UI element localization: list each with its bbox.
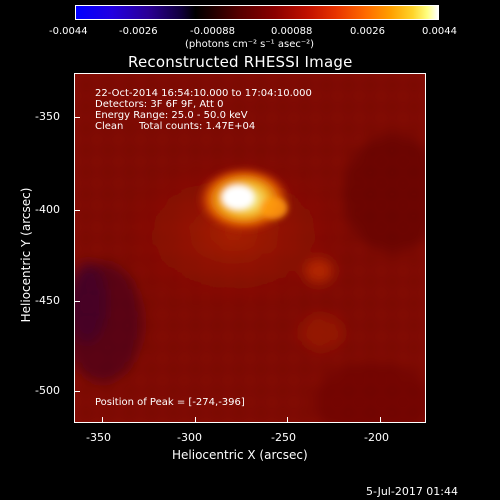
y-tick-label: -350 <box>35 110 60 123</box>
rhessi-image: 22-Oct-2014 16:54:10.000 to 17:04:10.000… <box>74 73 426 423</box>
colorbar-tick-6: 0.0044 <box>422 26 457 37</box>
peak-position-text: Position of Peak = [-274,-396] <box>95 397 245 408</box>
energy-range-text: Energy Range: 25.0 - 50.0 keV <box>95 110 248 121</box>
x-tick-label: -350 <box>86 431 111 444</box>
y-axis-label: Heliocentric Y (arcsec) <box>19 187 33 323</box>
rhessi-map <box>75 74 425 422</box>
time-range-text: 22-Oct-2014 16:54:10.000 to 17:04:10.000 <box>95 88 312 99</box>
colorbar-tick-3: -0.00088 <box>190 26 235 37</box>
colorbar <box>75 5 439 20</box>
x-axis-label: Heliocentric X (arcsec) <box>172 448 308 462</box>
detectors-text: Detectors: 3F 6F 9F, Att 0 <box>95 99 224 110</box>
y-tick-label: -400 <box>35 203 60 216</box>
clean-text: Clean <box>95 121 124 132</box>
x-tick-label: -300 <box>177 431 202 444</box>
x-tick-label: -250 <box>271 431 296 444</box>
total-counts-text: Total counts: 1.47E+04 <box>139 121 256 132</box>
colorbar-tick-2: -0.0026 <box>119 26 158 37</box>
colorbar-tick-5: 0.0026 <box>350 26 385 37</box>
y-tick-label: -500 <box>35 384 60 397</box>
x-tick-label: -200 <box>364 431 389 444</box>
colorbar-units: (photons cm⁻² s⁻¹ asec⁻²) <box>185 39 315 50</box>
plot-title: Reconstructed RHESSI Image <box>128 53 353 71</box>
colorbar-tick-1: -0.0044 <box>49 26 88 37</box>
peak-secondary <box>259 197 288 220</box>
peak-core <box>222 185 254 210</box>
y-tick-label: -450 <box>35 294 60 307</box>
colorbar-tick-4: 0.00088 <box>271 26 313 37</box>
footer-date: 5-Jul-2017 01:44 <box>366 485 459 498</box>
